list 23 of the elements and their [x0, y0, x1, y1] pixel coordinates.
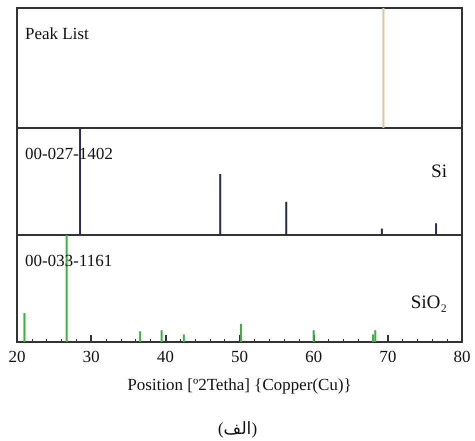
bar — [182, 334, 185, 342]
bar — [160, 330, 163, 342]
bar — [139, 331, 142, 342]
bar — [312, 330, 315, 342]
x-tick-label: 60 — [305, 347, 322, 366]
x-axis-title: Position [º2Tetha] {Copper(Cu)} — [127, 375, 352, 394]
bar — [374, 330, 376, 342]
bar — [240, 324, 242, 342]
bar — [23, 313, 26, 342]
annotation: SiO₂ — [410, 292, 448, 313]
x-tick-label: 20 — [8, 347, 26, 366]
x-tick-label: 30 — [82, 347, 100, 366]
x-tick-label: 50 — [231, 347, 248, 366]
bar — [285, 202, 288, 235]
x-tick-label: 70 — [379, 347, 396, 366]
bar — [380, 228, 383, 235]
bar — [219, 174, 222, 235]
text: Peak List — [25, 24, 90, 43]
annotation: Si — [431, 161, 448, 182]
bar — [435, 223, 438, 235]
text: (الف) — [218, 419, 258, 438]
x-tick-label: 40 — [156, 347, 174, 366]
x-tick-label: 80 — [454, 347, 470, 366]
